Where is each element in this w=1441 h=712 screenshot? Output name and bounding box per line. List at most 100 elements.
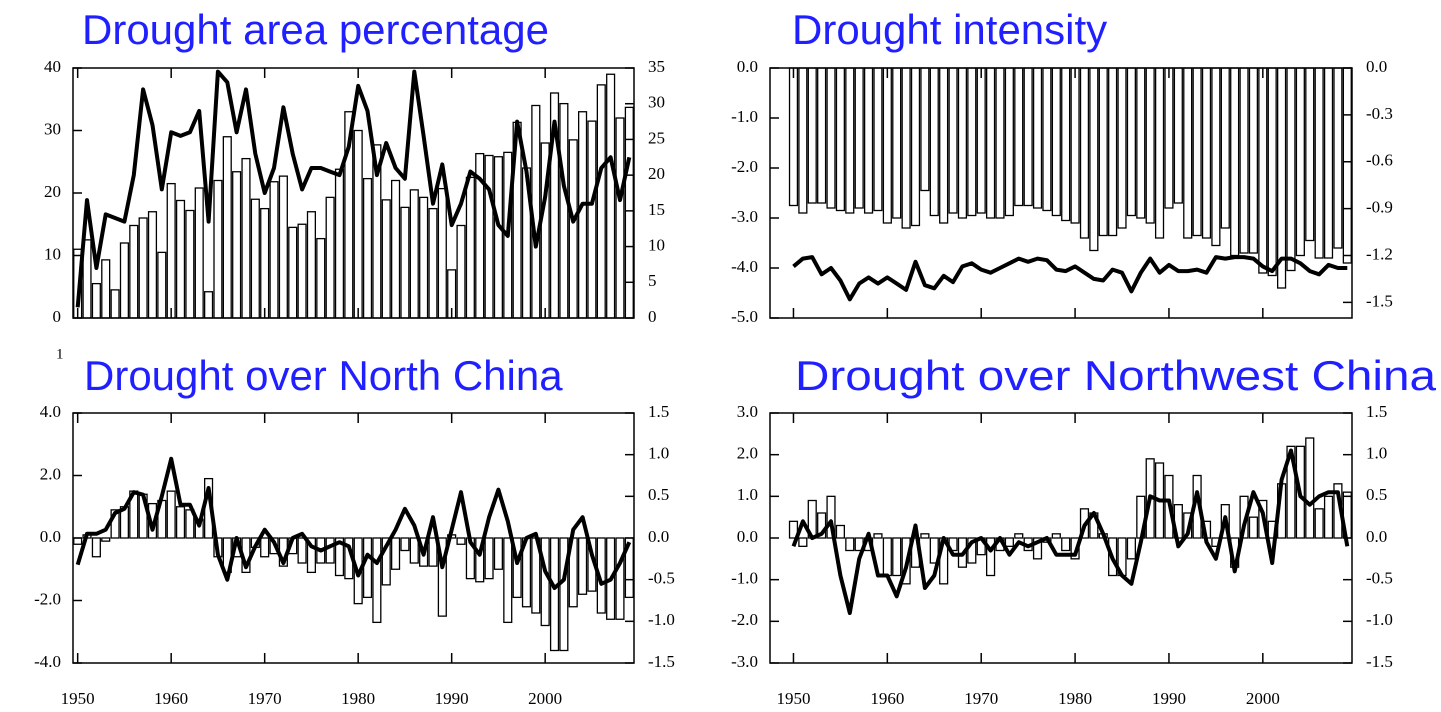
line: [791, 448, 1350, 615]
bar: [1004, 67, 1014, 217]
bar: [194, 187, 204, 319]
y-tick-label: -1.0: [731, 107, 758, 126]
bar: [1108, 67, 1118, 237]
bar: [475, 537, 485, 583]
bar: [1154, 67, 1165, 239]
bar: [901, 67, 911, 229]
x-tick-label: 1980: [341, 689, 375, 708]
x-tick-label: 1970: [248, 689, 282, 708]
bar: [372, 537, 382, 624]
bar: [986, 537, 996, 577]
bar: [493, 537, 504, 570]
bar: [559, 537, 569, 652]
bar: [910, 67, 921, 227]
bar: [409, 189, 419, 319]
y-tick-label: 3.0: [737, 402, 758, 421]
bar: [157, 251, 167, 319]
bar: [409, 537, 419, 564]
bar: [1117, 67, 1127, 229]
y-tick-label: -2.0: [731, 157, 758, 176]
bar: [948, 67, 958, 214]
y2-tick-label: 5: [648, 271, 657, 290]
bar: [1061, 67, 1071, 222]
bar: [939, 67, 949, 224]
line: [75, 69, 632, 308]
bar: [316, 237, 326, 319]
chart-title: Drought area percentage: [82, 6, 549, 53]
bar: [222, 136, 232, 319]
bar: [1173, 67, 1183, 204]
y-tick-label: -3.0: [731, 207, 758, 226]
bar: [362, 537, 373, 599]
bar: [835, 524, 845, 539]
bar: [185, 509, 195, 539]
y-tick-label: 40: [44, 57, 61, 76]
y-tick-label: -4.0: [34, 652, 61, 671]
bar: [1314, 508, 1324, 539]
bar: [986, 67, 996, 219]
bar: [129, 224, 139, 319]
bar: [1014, 67, 1024, 207]
bar: [288, 226, 298, 319]
bar: [166, 490, 176, 539]
x-tick-label: 1960: [154, 689, 188, 708]
bar: [1089, 67, 1099, 252]
bar: [1051, 67, 1061, 217]
bar: [606, 73, 616, 319]
bar: [873, 533, 883, 539]
bar: [400, 537, 410, 552]
y-tick-label: 4.0: [40, 402, 61, 421]
y-tick-label: -1.0: [731, 569, 758, 588]
x-tick-label: 2000: [1246, 689, 1280, 708]
bar: [845, 67, 855, 214]
y2-tick-label: 0.0: [1366, 527, 1387, 546]
bar: [1230, 67, 1240, 257]
bar: [798, 67, 808, 214]
bar: [1051, 533, 1061, 539]
y-tick-label: 0.0: [737, 527, 758, 546]
line: [75, 456, 632, 590]
x-tick-label: 1990: [435, 689, 469, 708]
bar: [484, 537, 494, 580]
bar: [1323, 67, 1334, 259]
y-tick-label: 0.0: [40, 527, 61, 546]
y-tick-label: 10: [44, 244, 61, 263]
bar: [101, 259, 111, 319]
bar: [250, 198, 260, 319]
y-tick-label: -5.0: [731, 307, 758, 326]
line: [792, 255, 1348, 302]
x-tick-label: 1990: [1152, 689, 1186, 708]
bar: [1004, 537, 1014, 547]
y2-tick-label: 0.0: [648, 527, 669, 546]
y2-tick-label: 20: [648, 164, 665, 183]
bar: [892, 537, 902, 577]
bar: [863, 67, 874, 214]
bar: [920, 533, 930, 539]
y2-tick-label: -0.6: [1366, 151, 1393, 170]
bar: [110, 289, 120, 319]
bar: [437, 537, 447, 617]
bar: [306, 537, 317, 574]
bar: [241, 157, 251, 319]
x-tick-label: 1980: [1058, 689, 1092, 708]
bar: [1323, 495, 1334, 539]
bar: [390, 179, 401, 319]
y-tick-label: -4.0: [731, 257, 758, 276]
bar: [1314, 67, 1324, 259]
x-tick-label: 2000: [528, 689, 562, 708]
bar: [929, 537, 939, 564]
bar: [1277, 67, 1287, 289]
bar: [596, 84, 606, 319]
bar: [873, 67, 883, 212]
x-tick-label: 1950: [776, 689, 810, 708]
y2-tick-label: 0.0: [1366, 57, 1387, 76]
y2-tick-label: -1.2: [1366, 244, 1393, 263]
bar: [213, 179, 223, 319]
y2-tick-label: 0.5: [648, 485, 669, 504]
bar: [260, 207, 270, 319]
y2-tick-label: 25: [648, 128, 665, 147]
bar: [1305, 437, 1315, 539]
bar: [465, 176, 475, 319]
bar: [835, 67, 845, 212]
bar: [353, 129, 363, 319]
